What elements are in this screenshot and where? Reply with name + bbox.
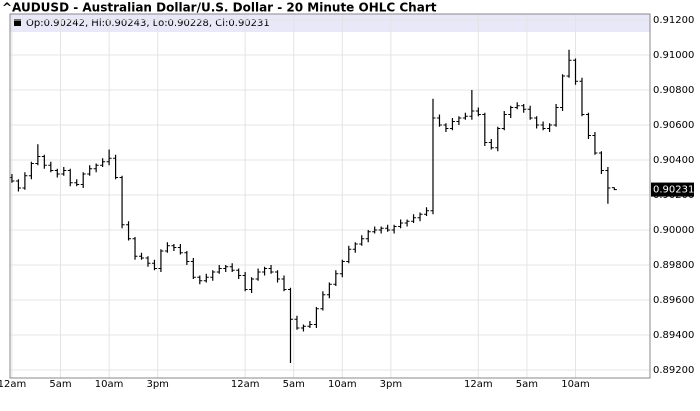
y-tick-label: 0.90400 [653, 155, 694, 166]
y-tick-label: 0.89400 [653, 330, 694, 341]
y-tick-label: 0.91200 [653, 15, 694, 26]
y-tick-label: 0.89200 [653, 365, 694, 376]
x-tick-label: 5am [516, 379, 538, 390]
x-tick-label: 5am [283, 379, 305, 390]
x-tick-label: 12am [0, 379, 26, 390]
last-price-label: 0.90231 [653, 185, 694, 196]
x-tick-label: 12am [231, 379, 260, 390]
x-tick-label: 3pm [146, 379, 168, 390]
plot-border [9, 13, 651, 379]
y-tick-label: 0.90600 [653, 120, 694, 131]
y-tick-label: 0.89800 [653, 260, 694, 271]
x-tick-label: 10am [561, 379, 590, 390]
chart-title: ^AUDUSD - Australian Dollar/U.S. Dollar … [2, 1, 437, 15]
x-tick-label: 10am [328, 379, 357, 390]
y-tick-label: 0.90000 [653, 225, 694, 236]
y-tick-label: 0.90800 [653, 85, 694, 96]
last-price-box [651, 182, 694, 197]
legend-band [10, 14, 650, 32]
x-tick-label: 10am [95, 379, 124, 390]
x-tick-label: 5am [49, 379, 71, 390]
x-tick-label: 12am [464, 379, 493, 390]
x-tick-label: 3pm [380, 379, 402, 390]
grid [10, 14, 650, 378]
bars [9, 49, 617, 363]
legend-swatch [14, 19, 21, 26]
y-tick-label: 0.89600 [653, 295, 694, 306]
y-tick-label: 0.91000 [653, 50, 694, 61]
legend-text: Op:0.90242, Hi:0.90243, Lo:0.90228, Cl:0… [26, 18, 270, 29]
